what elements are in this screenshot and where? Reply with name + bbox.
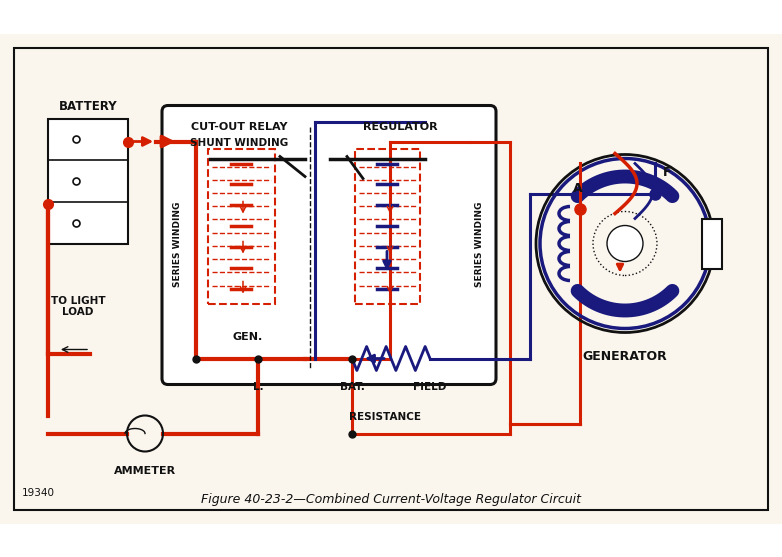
- Text: REGULATOR: REGULATOR: [363, 121, 437, 131]
- Bar: [48, 119, 128, 243]
- Text: AMMETER: AMMETER: [114, 466, 176, 476]
- Circle shape: [607, 226, 643, 261]
- Text: GEN.: GEN.: [233, 331, 263, 341]
- Text: RESISTANCE: RESISTANCE: [349, 412, 421, 422]
- Text: FIELD: FIELD: [414, 382, 447, 392]
- Text: CUT-OUT RELAY: CUT-OUT RELAY: [191, 121, 287, 131]
- Bar: [702, 218, 722, 268]
- Text: 19340: 19340: [22, 488, 55, 499]
- Text: SERIES WINDING: SERIES WINDING: [475, 202, 485, 287]
- Text: F: F: [663, 167, 671, 179]
- Text: A: A: [573, 182, 583, 194]
- Text: BAT.: BAT.: [339, 382, 364, 392]
- Text: SHUNT WINDING: SHUNT WINDING: [190, 138, 288, 148]
- Circle shape: [131, 419, 159, 447]
- Text: L.: L.: [253, 382, 264, 392]
- Text: GENERATOR: GENERATOR: [583, 350, 667, 364]
- Bar: [355, 149, 420, 304]
- FancyBboxPatch shape: [162, 105, 496, 384]
- Text: SERIES WINDING: SERIES WINDING: [174, 202, 182, 287]
- Text: TO LIGHT
LOAD: TO LIGHT LOAD: [51, 296, 106, 317]
- Text: BATTERY: BATTERY: [59, 100, 117, 113]
- Bar: [208, 149, 275, 304]
- Text: Figure 40-23-2—Combined Current-Voltage Regulator Circuit: Figure 40-23-2—Combined Current-Voltage …: [201, 492, 581, 506]
